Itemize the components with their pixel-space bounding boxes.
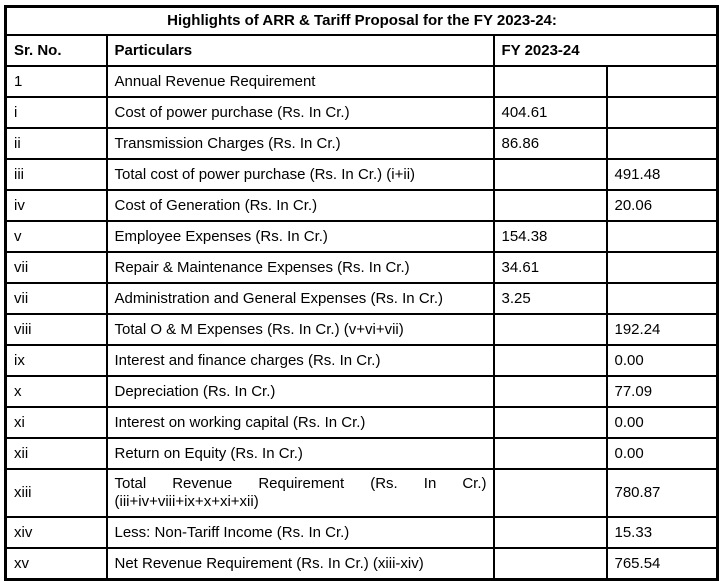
- cell-sr-no: x: [4, 375, 108, 408]
- table-row: 1 Annual Revenue Requirement: [4, 65, 719, 98]
- cell-value-col1: [492, 437, 608, 470]
- cell-value-col1: [492, 547, 608, 581]
- cell-value-col2: 192.24: [605, 313, 719, 346]
- cell-value-col2: [605, 251, 719, 284]
- cell-particulars: Total Revenue Requirement (Rs. In Cr.) (…: [105, 468, 495, 518]
- cell-value-col2: 20.06: [605, 189, 719, 222]
- cell-sr-no: i: [4, 96, 108, 129]
- cell-particulars: Total cost of power purchase (Rs. In Cr.…: [105, 158, 495, 191]
- table-row: vii Repair & Maintenance Expenses (Rs. I…: [4, 251, 719, 284]
- cell-particulars: Repair & Maintenance Expenses (Rs. In Cr…: [105, 251, 495, 284]
- cell-sr-no: viii: [4, 313, 108, 346]
- table-row: iv Cost of Generation (Rs. In Cr.) 20.06: [4, 189, 719, 222]
- cell-value-col1: [492, 516, 608, 549]
- table-row: xii Return on Equity (Rs. In Cr.) 0.00: [4, 437, 719, 470]
- cell-value-col1: 86.86: [492, 127, 608, 160]
- cell-value-col2: 0.00: [605, 437, 719, 470]
- cell-sr-no: iii: [4, 158, 108, 191]
- table-title-row: Highlights of ARR & Tariff Proposal for …: [4, 5, 719, 36]
- table-row: xiv Less: Non-Tariff Income (Rs. In Cr.)…: [4, 516, 719, 549]
- cell-value-col1: 404.61: [492, 96, 608, 129]
- cell-value-col1: [492, 468, 608, 518]
- cell-value-col2: 0.00: [605, 406, 719, 439]
- cell-sr-no: xiii: [4, 468, 108, 518]
- cell-sr-no: ix: [4, 344, 108, 377]
- cell-particulars: Administration and General Expenses (Rs.…: [105, 282, 495, 315]
- table-row: xiii Total Revenue Requirement (Rs. In C…: [4, 468, 719, 518]
- cell-particulars: Interest and finance charges (Rs. In Cr.…: [105, 344, 495, 377]
- cell-particulars: Cost of power purchase (Rs. In Cr.): [105, 96, 495, 129]
- table-row: v Employee Expenses (Rs. In Cr.) 154.38: [4, 220, 719, 253]
- cell-value-col2: 0.00: [605, 344, 719, 377]
- cell-sr-no: xi: [4, 406, 108, 439]
- header-sr-no: Sr. No.: [4, 34, 108, 67]
- table-row: viii Total O & M Expenses (Rs. In Cr.) (…: [4, 313, 719, 346]
- cell-value-col1: [492, 65, 608, 98]
- cell-value-col1: [492, 189, 608, 222]
- cell-particulars: Net Revenue Requirement (Rs. In Cr.) (xi…: [105, 547, 495, 581]
- cell-sr-no: iv: [4, 189, 108, 222]
- cell-sr-no: xiv: [4, 516, 108, 549]
- cell-particulars: Less: Non-Tariff Income (Rs. In Cr.): [105, 516, 495, 549]
- cell-value-col1: 154.38: [492, 220, 608, 253]
- cell-sr-no: ii: [4, 127, 108, 160]
- cell-value-col2: 780.87: [605, 468, 719, 518]
- particulars-line-2: (iii+iv+viii+ix+x+xi+xii): [114, 493, 259, 510]
- cell-sr-no: xv: [4, 547, 108, 581]
- cell-particulars: Depreciation (Rs. In Cr.): [105, 375, 495, 408]
- header-particulars: Particulars: [105, 34, 495, 67]
- table-row: i Cost of power purchase (Rs. In Cr.) 40…: [4, 96, 719, 129]
- cell-value-col1: [492, 406, 608, 439]
- table-row: ix Interest and finance charges (Rs. In …: [4, 344, 719, 377]
- cell-value-col1: [492, 313, 608, 346]
- cell-value-col2: 765.54: [605, 547, 719, 581]
- cell-sr-no: xii: [4, 437, 108, 470]
- cell-value-col2: 77.09: [605, 375, 719, 408]
- cell-value-col2: [605, 127, 719, 160]
- table-row: xv Net Revenue Requirement (Rs. In Cr.) …: [4, 547, 719, 581]
- cell-particulars: Return on Equity (Rs. In Cr.): [105, 437, 495, 470]
- document-page: Highlights of ARR & Tariff Proposal for …: [4, 5, 720, 581]
- cell-value-col2: 491.48: [605, 158, 719, 191]
- table-row: xi Interest on working capital (Rs. In C…: [4, 406, 719, 439]
- cell-particulars: Total O & M Expenses (Rs. In Cr.) (v+vi+…: [105, 313, 495, 346]
- cell-value-col2: [605, 65, 719, 98]
- cell-value-col1: [492, 158, 608, 191]
- table-title: Highlights of ARR & Tariff Proposal for …: [4, 5, 719, 36]
- table-row: vii Administration and General Expenses …: [4, 282, 719, 315]
- cell-sr-no: vii: [4, 251, 108, 284]
- cell-value-col2: 15.33: [605, 516, 719, 549]
- header-fy-2023-24: FY 2023-24: [492, 34, 719, 67]
- cell-particulars: Annual Revenue Requirement: [105, 65, 495, 98]
- table-row: iii Total cost of power purchase (Rs. In…: [4, 158, 719, 191]
- particulars-line-1: Total Revenue Requirement (Rs. In Cr.): [114, 475, 487, 492]
- cell-value-col2: [605, 220, 719, 253]
- cell-value-col1: 3.25: [492, 282, 608, 315]
- cell-particulars: Cost of Generation (Rs. In Cr.): [105, 189, 495, 222]
- cell-value-col2: [605, 282, 719, 315]
- cell-sr-no: 1: [4, 65, 108, 98]
- cell-value-col1: 34.61: [492, 251, 608, 284]
- table-header-row: Sr. No. Particulars FY 2023-24: [4, 34, 719, 67]
- table-row: x Depreciation (Rs. In Cr.) 77.09: [4, 375, 719, 408]
- cell-particulars: Employee Expenses (Rs. In Cr.): [105, 220, 495, 253]
- cell-particulars: Transmission Charges (Rs. In Cr.): [105, 127, 495, 160]
- cell-particulars: Interest on working capital (Rs. In Cr.): [105, 406, 495, 439]
- cell-sr-no: v: [4, 220, 108, 253]
- cell-value-col2: [605, 96, 719, 129]
- arr-tariff-table: Highlights of ARR & Tariff Proposal for …: [4, 5, 720, 581]
- cell-value-col1: [492, 344, 608, 377]
- cell-value-col1: [492, 375, 608, 408]
- table-row: ii Transmission Charges (Rs. In Cr.) 86.…: [4, 127, 719, 160]
- cell-sr-no: vii: [4, 282, 108, 315]
